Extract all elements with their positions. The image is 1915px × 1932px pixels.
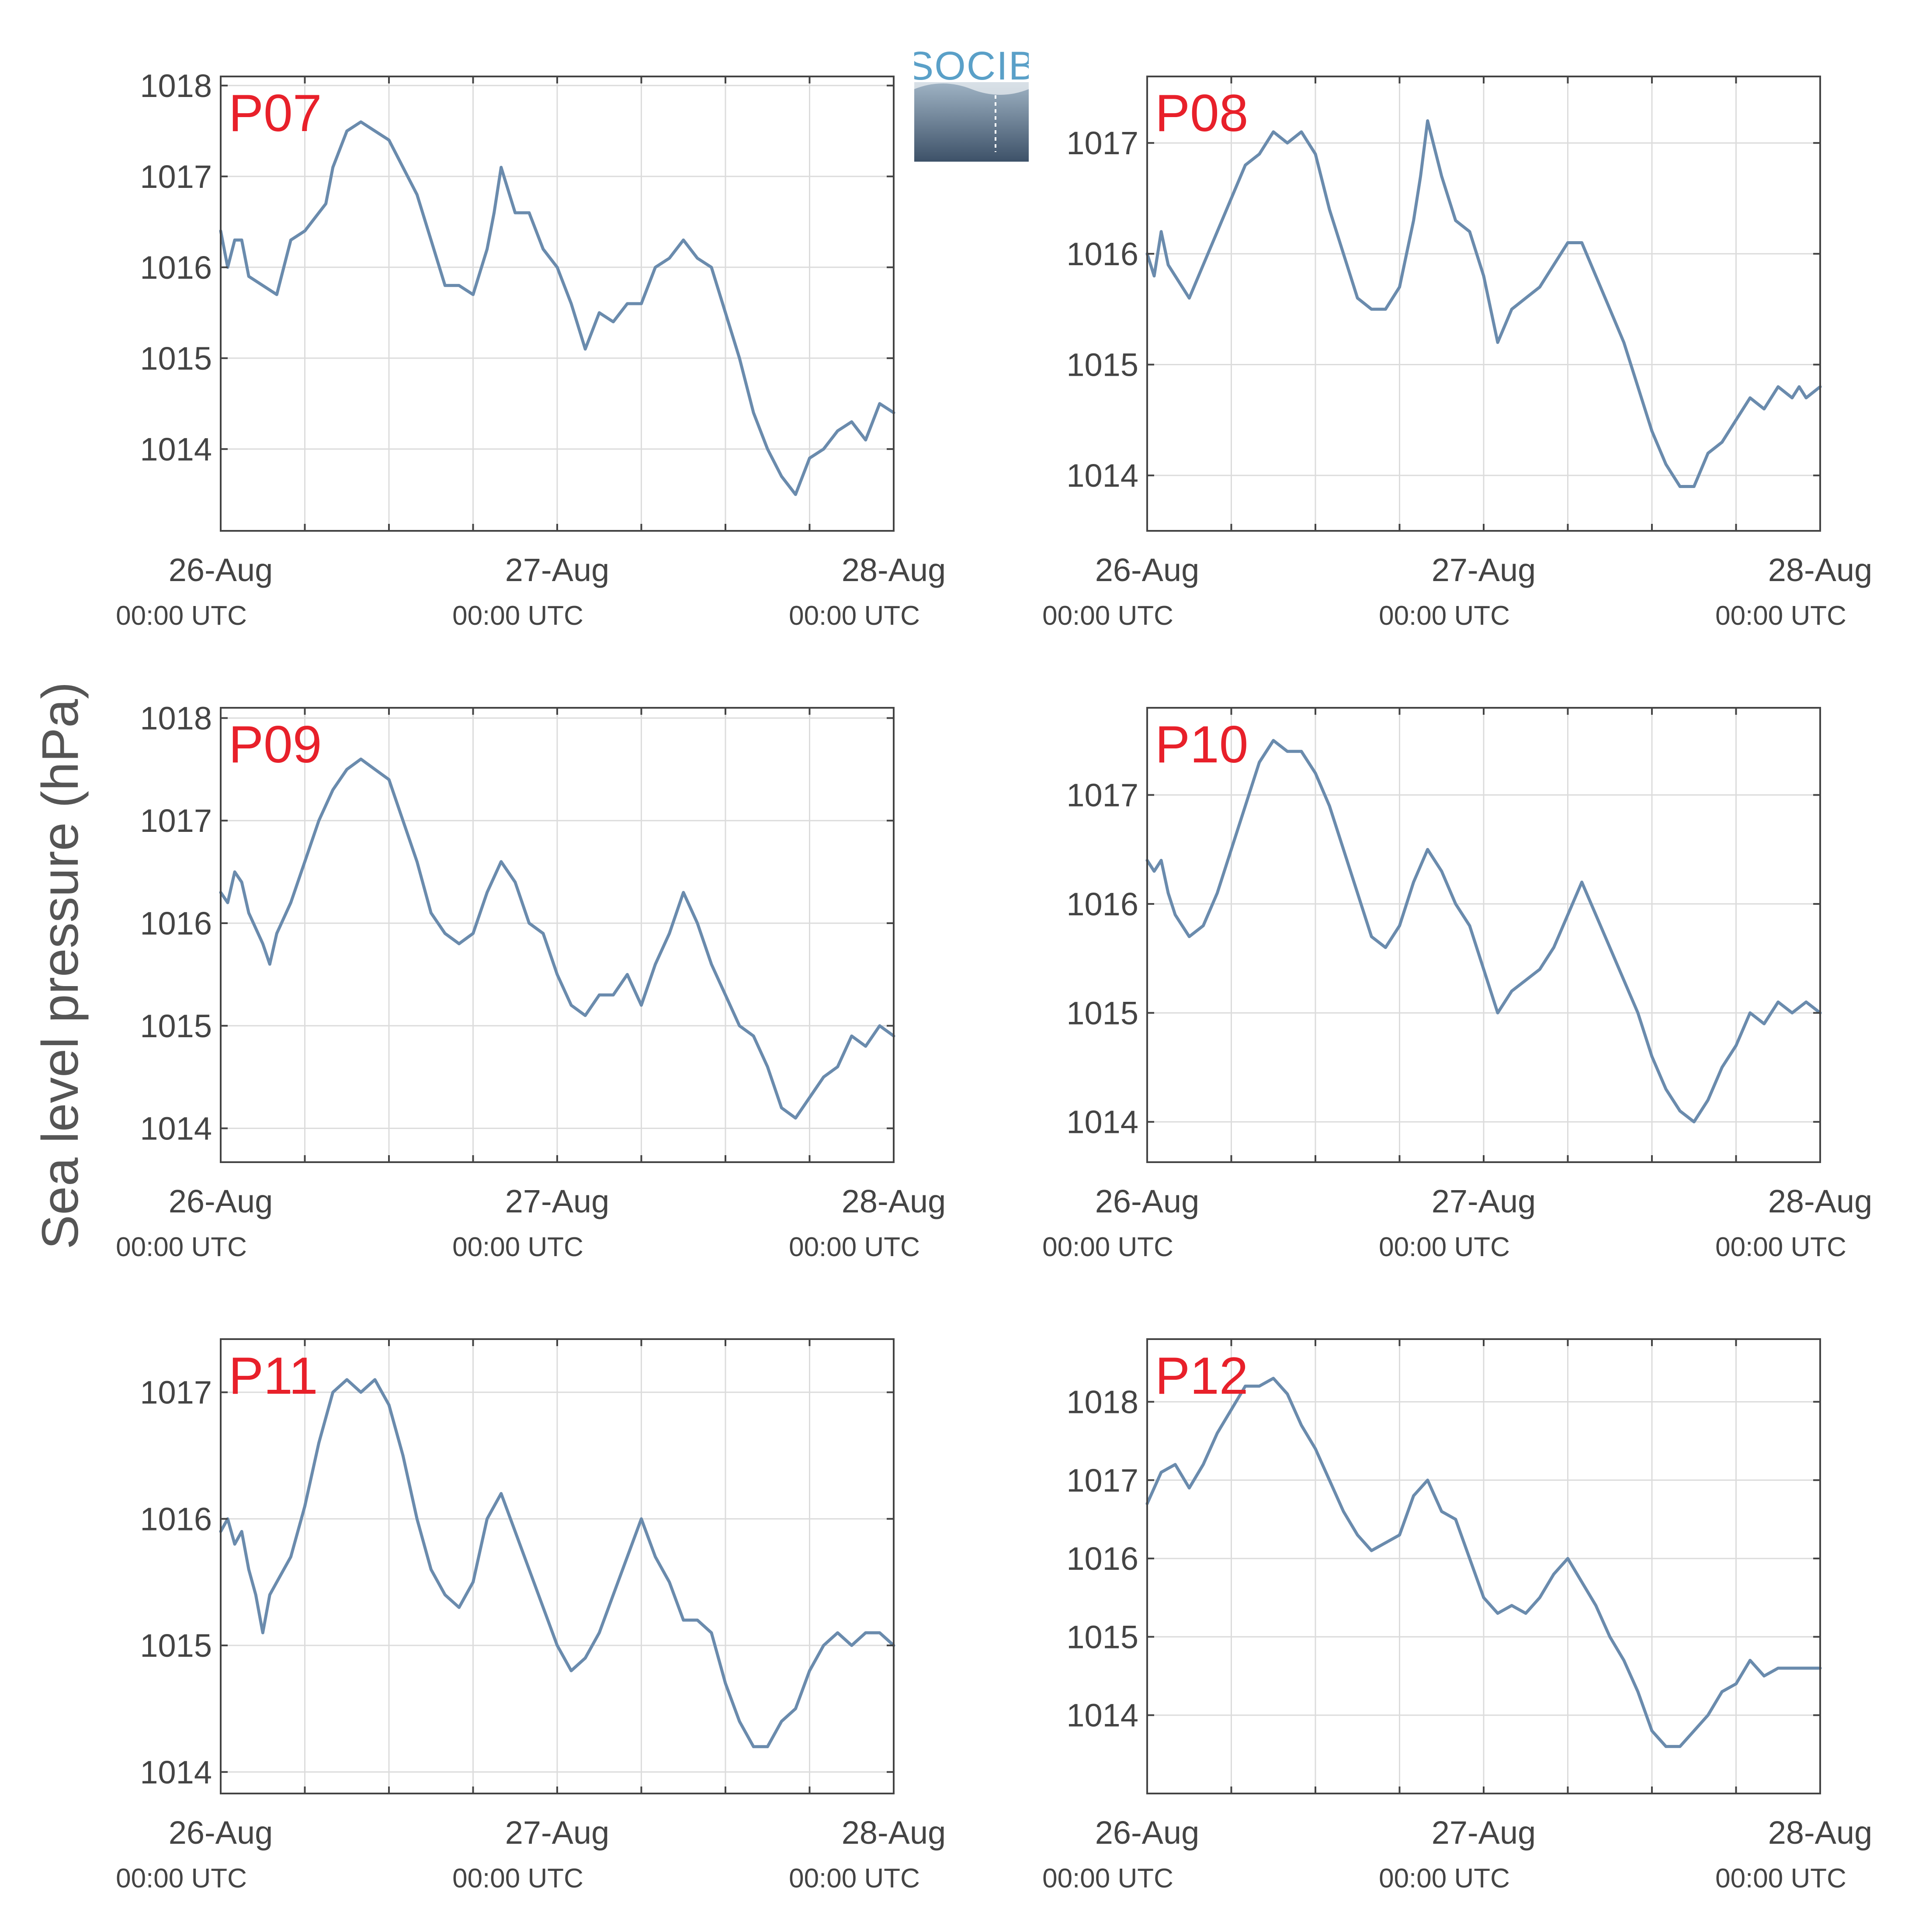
x-tick-label: 28-Aug <box>842 1814 946 1851</box>
panel-p10: 1014 1015 1016 1017 26-Aug 00:00 UTC 27-Aug 00:… <box>1042 707 1873 1262</box>
x-tick-sublabel: 00:00 UTC <box>1042 601 1173 631</box>
y-tick-label: 1015 <box>140 1008 212 1044</box>
y-tick-label: 1015 <box>1066 995 1138 1031</box>
panel-p08: 1014 1015 1016 1017 26-Aug 00:00 UTC 27-Aug 00:… <box>1042 76 1872 631</box>
y-tick-label: 1015 <box>140 340 212 377</box>
y-tick-label: 1017 <box>140 1375 212 1411</box>
y-tick-label: 1015 <box>1066 1619 1138 1655</box>
y-tick-label: 1014 <box>1066 457 1138 494</box>
x-tick-label: 28-Aug <box>842 552 946 588</box>
x-tick-sublabel: 00:00 UTC <box>1715 601 1846 631</box>
x-tick-label: 26-Aug <box>169 1814 273 1851</box>
x-tick-label: 27-Aug <box>1432 1814 1536 1851</box>
series-line <box>219 120 895 496</box>
y-tick-label: 1018 <box>140 700 212 736</box>
x-tick-label: 28-Aug <box>1768 1814 1873 1851</box>
x-tick-sublabel: 00:00 UTC <box>789 601 920 631</box>
y-tick-label: 1017 <box>140 159 212 195</box>
y-tick-label: 1017 <box>140 803 212 839</box>
series-line <box>1145 1377 1822 1748</box>
x-tick-label: 26-Aug <box>1095 1183 1200 1219</box>
panel-p09: 1014 1015 1016 1017 1018 26-Aug 00:00 UTC 27-Au… <box>116 700 946 1262</box>
x-tick-sublabel: 00:00 UTC <box>116 601 247 631</box>
x-tick-label: 26-Aug <box>1095 552 1200 588</box>
svg-text:SOCIB: SOCIB <box>914 47 1029 88</box>
y-tick-label: 1014 <box>140 431 212 467</box>
panel-p07: 1014 1015 1016 1017 1018 26-Aug 00:00 UTC 27-Au… <box>116 68 946 631</box>
x-tick-label: 27-Aug <box>505 1814 610 1851</box>
series-line <box>219 757 895 1120</box>
x-tick-label: 26-Aug <box>169 1183 273 1219</box>
y-tick-label: 1015 <box>1066 347 1138 383</box>
y-axis-label: Sea level pressure (hPa) <box>31 682 89 1250</box>
y-tick-label: 1016 <box>1066 1541 1138 1577</box>
y-tick-label: 1018 <box>140 68 212 104</box>
x-tick-label: 28-Aug <box>842 1183 946 1219</box>
x-tick-sublabel: 00:00 UTC <box>1379 1232 1510 1262</box>
y-tick-label: 1014 <box>1066 1104 1138 1140</box>
x-tick-label: 26-Aug <box>169 552 273 588</box>
y-tick-label: 1018 <box>1066 1384 1138 1420</box>
x-tick-sublabel: 00:00 UTC <box>452 1232 583 1262</box>
panel-p11: 1014 1015 1016 1017 26-Aug 00:00 UTC 27-Aug 00:… <box>116 1338 946 1894</box>
x-tick-sublabel: 00:00 UTC <box>1042 1863 1173 1894</box>
x-tick-sublabel: 00:00 UTC <box>452 601 583 631</box>
series-line <box>1145 119 1822 488</box>
y-tick-label: 1017 <box>1066 777 1138 814</box>
x-tick-sublabel: 00:00 UTC <box>1379 1863 1510 1894</box>
y-tick-label: 1015 <box>140 1627 212 1664</box>
panel-label: P09 <box>229 715 322 774</box>
x-tick-label: 28-Aug <box>1768 1183 1873 1219</box>
y-tick-label: 1016 <box>1066 236 1138 272</box>
panel-label: P11 <box>229 1347 318 1405</box>
panels-group: 1014 1015 1016 1017 1018 26-Aug 00:00 UTC 27-Au… <box>116 68 1872 1894</box>
x-tick-sublabel: 00:00 UTC <box>452 1863 583 1894</box>
x-tick-sublabel: 00:00 UTC <box>789 1863 920 1894</box>
x-tick-sublabel: 00:00 UTC <box>1715 1232 1846 1262</box>
x-tick-label: 27-Aug <box>505 1183 610 1219</box>
x-tick-label: 27-Aug <box>1432 1183 1536 1219</box>
y-tick-label: 1014 <box>1066 1697 1138 1734</box>
x-tick-label: 26-Aug <box>1095 1814 1200 1851</box>
x-tick-sublabel: 00:00 UTC <box>789 1232 920 1262</box>
y-tick-label: 1016 <box>1066 886 1138 922</box>
socib-logo: SOCIB <box>907 44 1035 162</box>
x-tick-label: 27-Aug <box>505 552 610 588</box>
y-tick-label: 1014 <box>140 1754 212 1790</box>
panel-label: P07 <box>229 84 322 142</box>
x-tick-sublabel: 00:00 UTC <box>1042 1232 1173 1262</box>
panel-label: P12 <box>1155 1347 1249 1405</box>
y-tick-label: 1014 <box>140 1111 212 1147</box>
x-tick-label: 27-Aug <box>1432 552 1536 588</box>
y-tick-label: 1017 <box>1066 1462 1138 1499</box>
x-tick-sublabel: 00:00 UTC <box>116 1863 247 1894</box>
series-line <box>1145 739 1822 1124</box>
x-tick-label: 28-Aug <box>1768 552 1873 588</box>
x-tick-sublabel: 00:00 UTC <box>1715 1863 1846 1894</box>
y-tick-label: 1016 <box>140 249 212 286</box>
series-line <box>219 1378 895 1748</box>
y-tick-label: 1017 <box>1066 125 1138 161</box>
y-tick-label: 1016 <box>140 905 212 942</box>
panel-label: P08 <box>1155 84 1249 142</box>
x-tick-sublabel: 00:00 UTC <box>1379 601 1510 631</box>
y-tick-label: 1016 <box>140 1501 212 1537</box>
panel-label: P10 <box>1155 715 1249 774</box>
x-tick-sublabel: 00:00 UTC <box>116 1232 247 1262</box>
panel-p12: 1014 1015 1016 1017 1018 26-Aug 00:00 UTC 27-Au… <box>1042 1338 1873 1894</box>
